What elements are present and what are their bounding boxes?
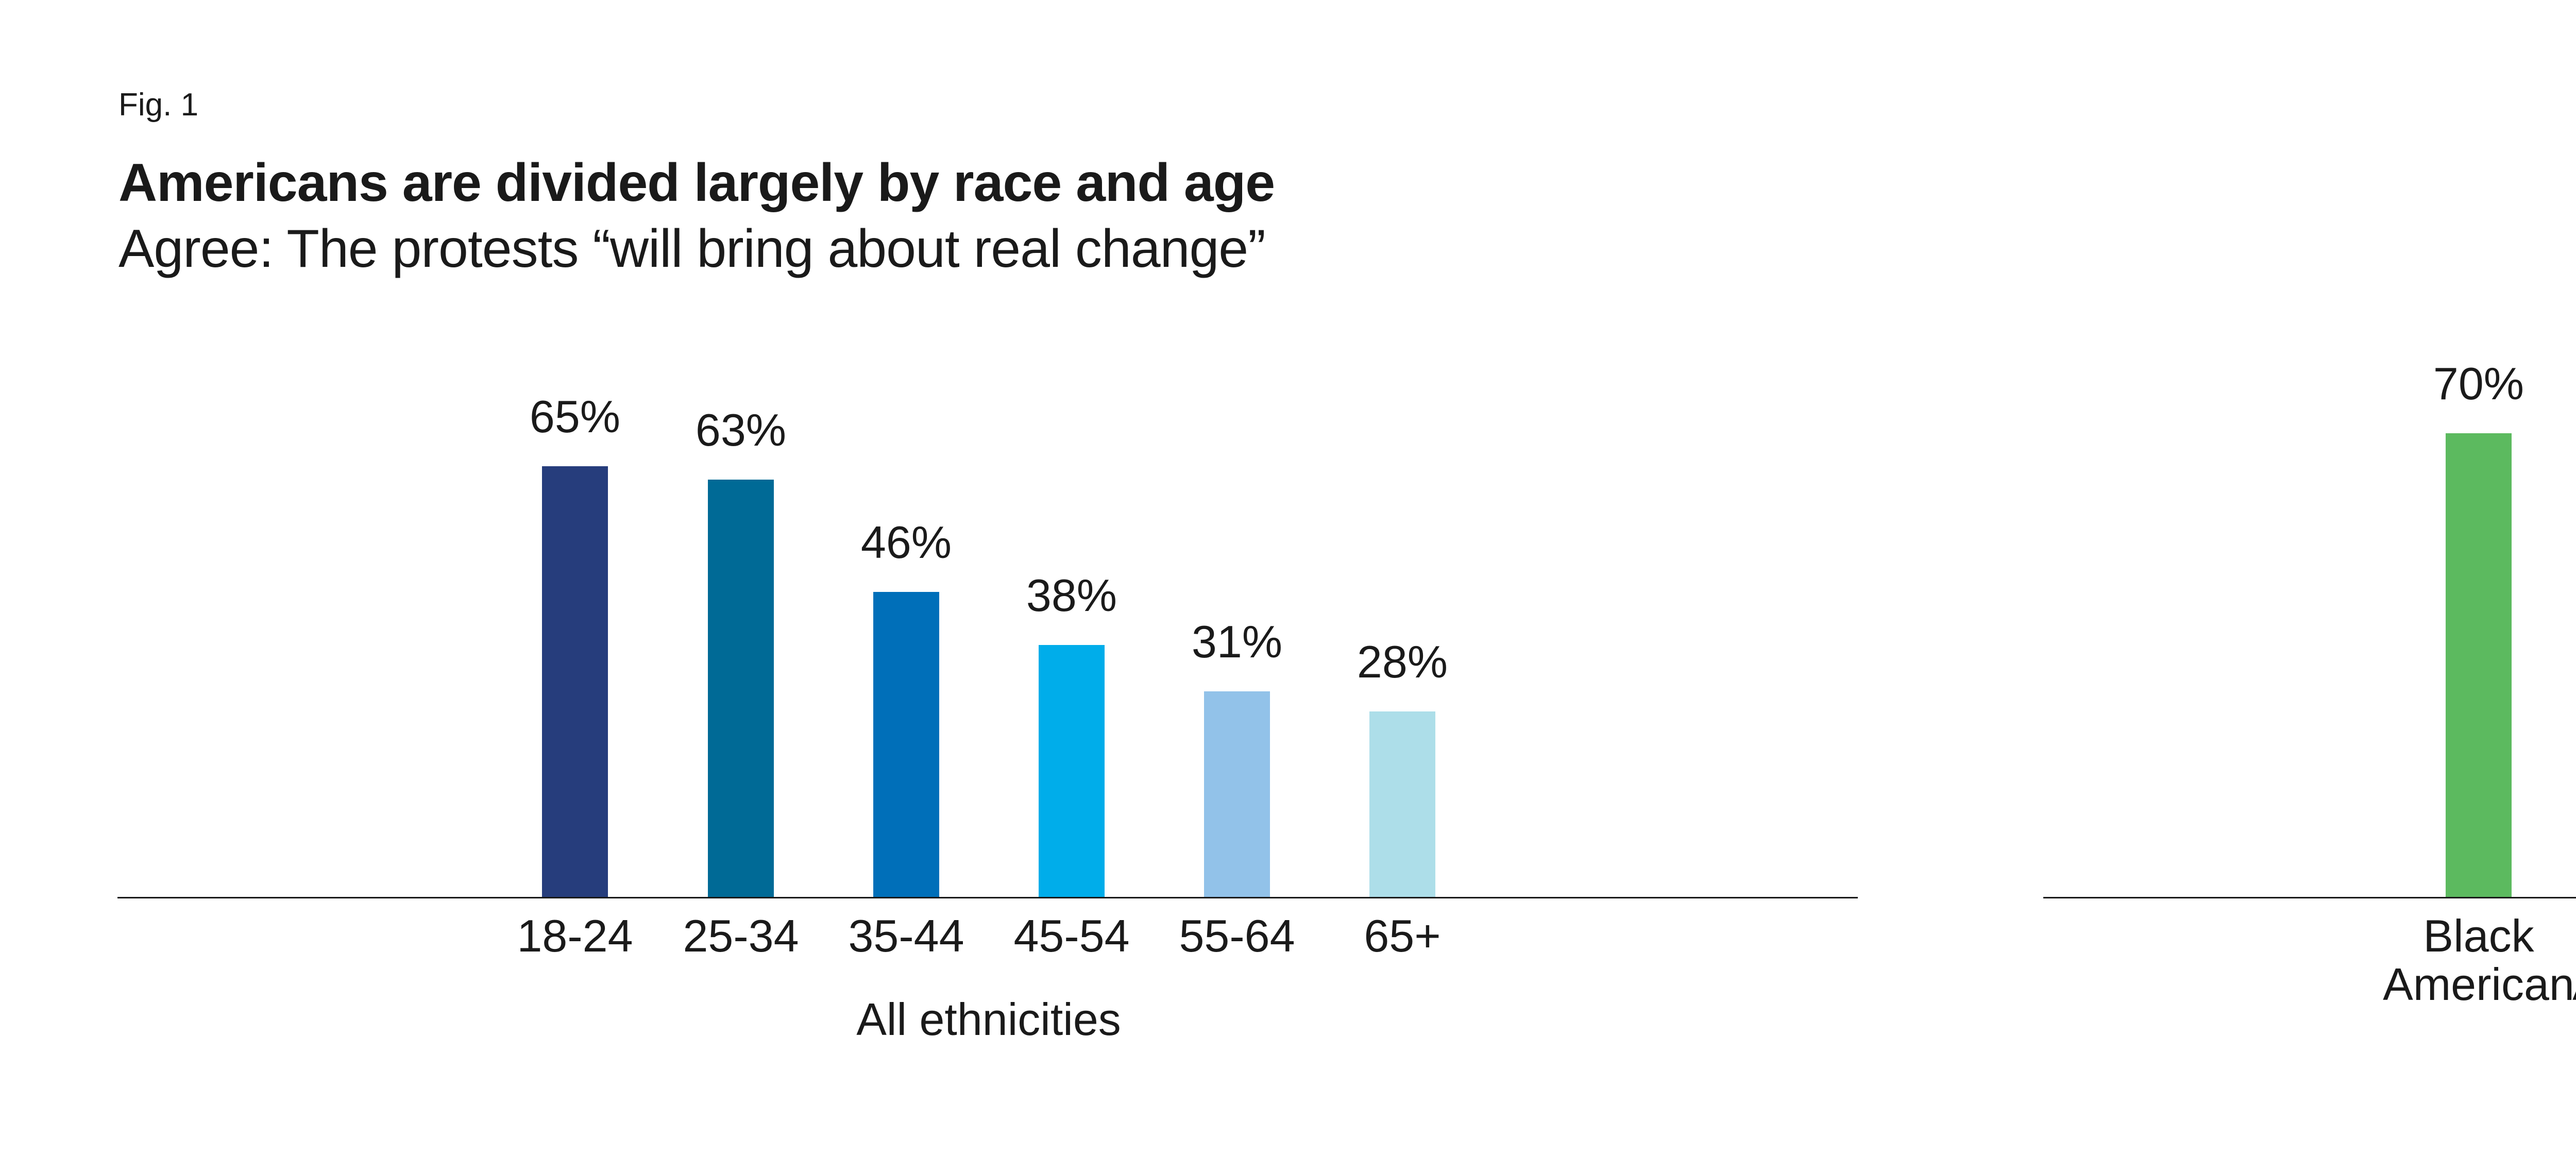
bar-18-24 — [542, 466, 608, 897]
age-bar-chart: 65% 18-24 63% 25-34 46% 35-44 38% 45-54 31% 55-64… — [117, 0, 1858, 1155]
x-axis-label-line: 55-64 — [1179, 910, 1295, 961]
bar-value-label: 38% — [1026, 570, 1117, 621]
x-axis-label-line: White — [2560, 912, 2576, 960]
x-axis-label: 35-44 — [798, 910, 1014, 961]
x-axis-label-line: 18-24 — [517, 910, 633, 961]
x-axis-label: 45-54 — [963, 910, 1180, 961]
x-axis-label: 25-34 — [633, 910, 849, 961]
x-axis-label-line: American — [2383, 959, 2574, 1010]
bar-35-44 — [873, 592, 939, 897]
bar-55-64 — [1204, 691, 1270, 897]
figure-number: Fig. 1 — [118, 87, 199, 123]
bar-value-label: 70% — [2433, 358, 2524, 409]
x-axis-label: 65+ — [1294, 910, 1511, 961]
race-bar-chart: 70% Black American 37% WhiteAmerican — [2043, 0, 2576, 1155]
bar-value-label: 31% — [1191, 616, 1283, 667]
bar-45-54 — [1039, 645, 1105, 897]
x-axis-label: Black American — [2370, 910, 2576, 1010]
x-axis-label-line: 35-44 — [848, 910, 964, 961]
bar-value-label: 46% — [860, 517, 952, 568]
bar-black-american — [2446, 433, 2512, 897]
bar-65 — [1369, 711, 1435, 897]
x-axis-label-line: 25-34 — [683, 910, 799, 961]
bar-value-label: 37% — [2560, 576, 2576, 629]
x-axis-label-line: Black — [2423, 910, 2534, 961]
x-axis-label: WhiteAmerican — [2560, 912, 2576, 1009]
bar-value-label: 63% — [695, 404, 787, 455]
figure-subtitle: Agree: The protests “will bring about re… — [118, 219, 1266, 279]
x-axis-label-line: 45-54 — [1013, 910, 1130, 961]
x-axis-line — [2043, 897, 2576, 898]
x-axis-line — [117, 897, 1858, 898]
x-axis-label-line: American — [2560, 960, 2576, 1009]
x-axis-label-line: 65+ — [1364, 910, 1441, 961]
bar-value-label: 28% — [1357, 636, 1448, 687]
x-axis-label: 18-24 — [467, 910, 683, 961]
x-axis-title: All ethnicities — [856, 994, 1121, 1045]
figure-title: Americans are divided largely by race an… — [118, 153, 1275, 213]
x-axis-label: 55-64 — [1129, 910, 1345, 961]
bar-25-34 — [708, 480, 774, 897]
bar-value-label: 65% — [529, 391, 621, 442]
